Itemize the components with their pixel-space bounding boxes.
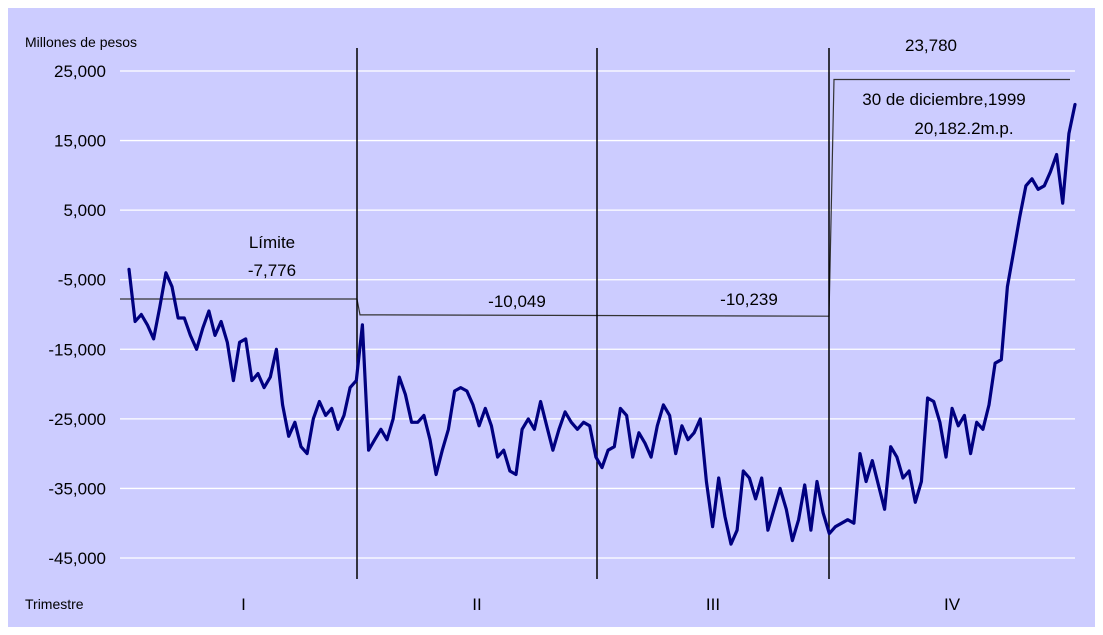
series-line <box>127 102 1077 546</box>
final-value-label: 20,182.2m.p. <box>914 119 1013 138</box>
quarter-labels: I II III IV <box>241 595 961 614</box>
limit-line <box>120 78 1070 317</box>
y-tick-label: 15,000 <box>54 132 106 151</box>
final-date-label: 30 de diciembre,1999 <box>862 90 1026 109</box>
limit-q4-label: 23,780 <box>905 36 957 55</box>
y-tick-label: -25,000 <box>48 410 106 429</box>
limit-q3-label: -10,239 <box>720 290 778 309</box>
quarter-label: I <box>241 595 246 614</box>
line-chart: 25,000 15,000 5,000 -5,000 -15,000 -25,000 -35… <box>25 34 1077 614</box>
y-tick-label: -45,000 <box>48 549 106 568</box>
limit-q2-label: -10,049 <box>488 292 546 311</box>
y-axis-label: Millones de pesos <box>25 34 137 50</box>
quarter-dividers <box>356 48 830 579</box>
y-tick-label: 25,000 <box>54 62 106 81</box>
y-tick-label: 5,000 <box>63 201 106 220</box>
quarter-label: III <box>706 595 720 614</box>
y-tick-label: -5,000 <box>58 271 106 290</box>
limit-lines <box>120 78 1070 317</box>
x-axis-label: Trimestre <box>25 596 84 612</box>
quarter-label: II <box>472 595 481 614</box>
quarter-label: IV <box>944 595 961 614</box>
limit-title: Límite <box>249 233 295 252</box>
y-tick-labels: 25,000 15,000 5,000 -5,000 -15,000 -25,000 -35… <box>48 62 106 568</box>
limit-q1-label: -7,776 <box>248 261 296 280</box>
y-tick-label: -35,000 <box>48 479 106 498</box>
series-group <box>127 102 1077 546</box>
chart-area: 25,000 15,000 5,000 -5,000 -15,000 -25,000 -35… <box>8 8 1095 627</box>
y-tick-label: -15,000 <box>48 340 106 359</box>
